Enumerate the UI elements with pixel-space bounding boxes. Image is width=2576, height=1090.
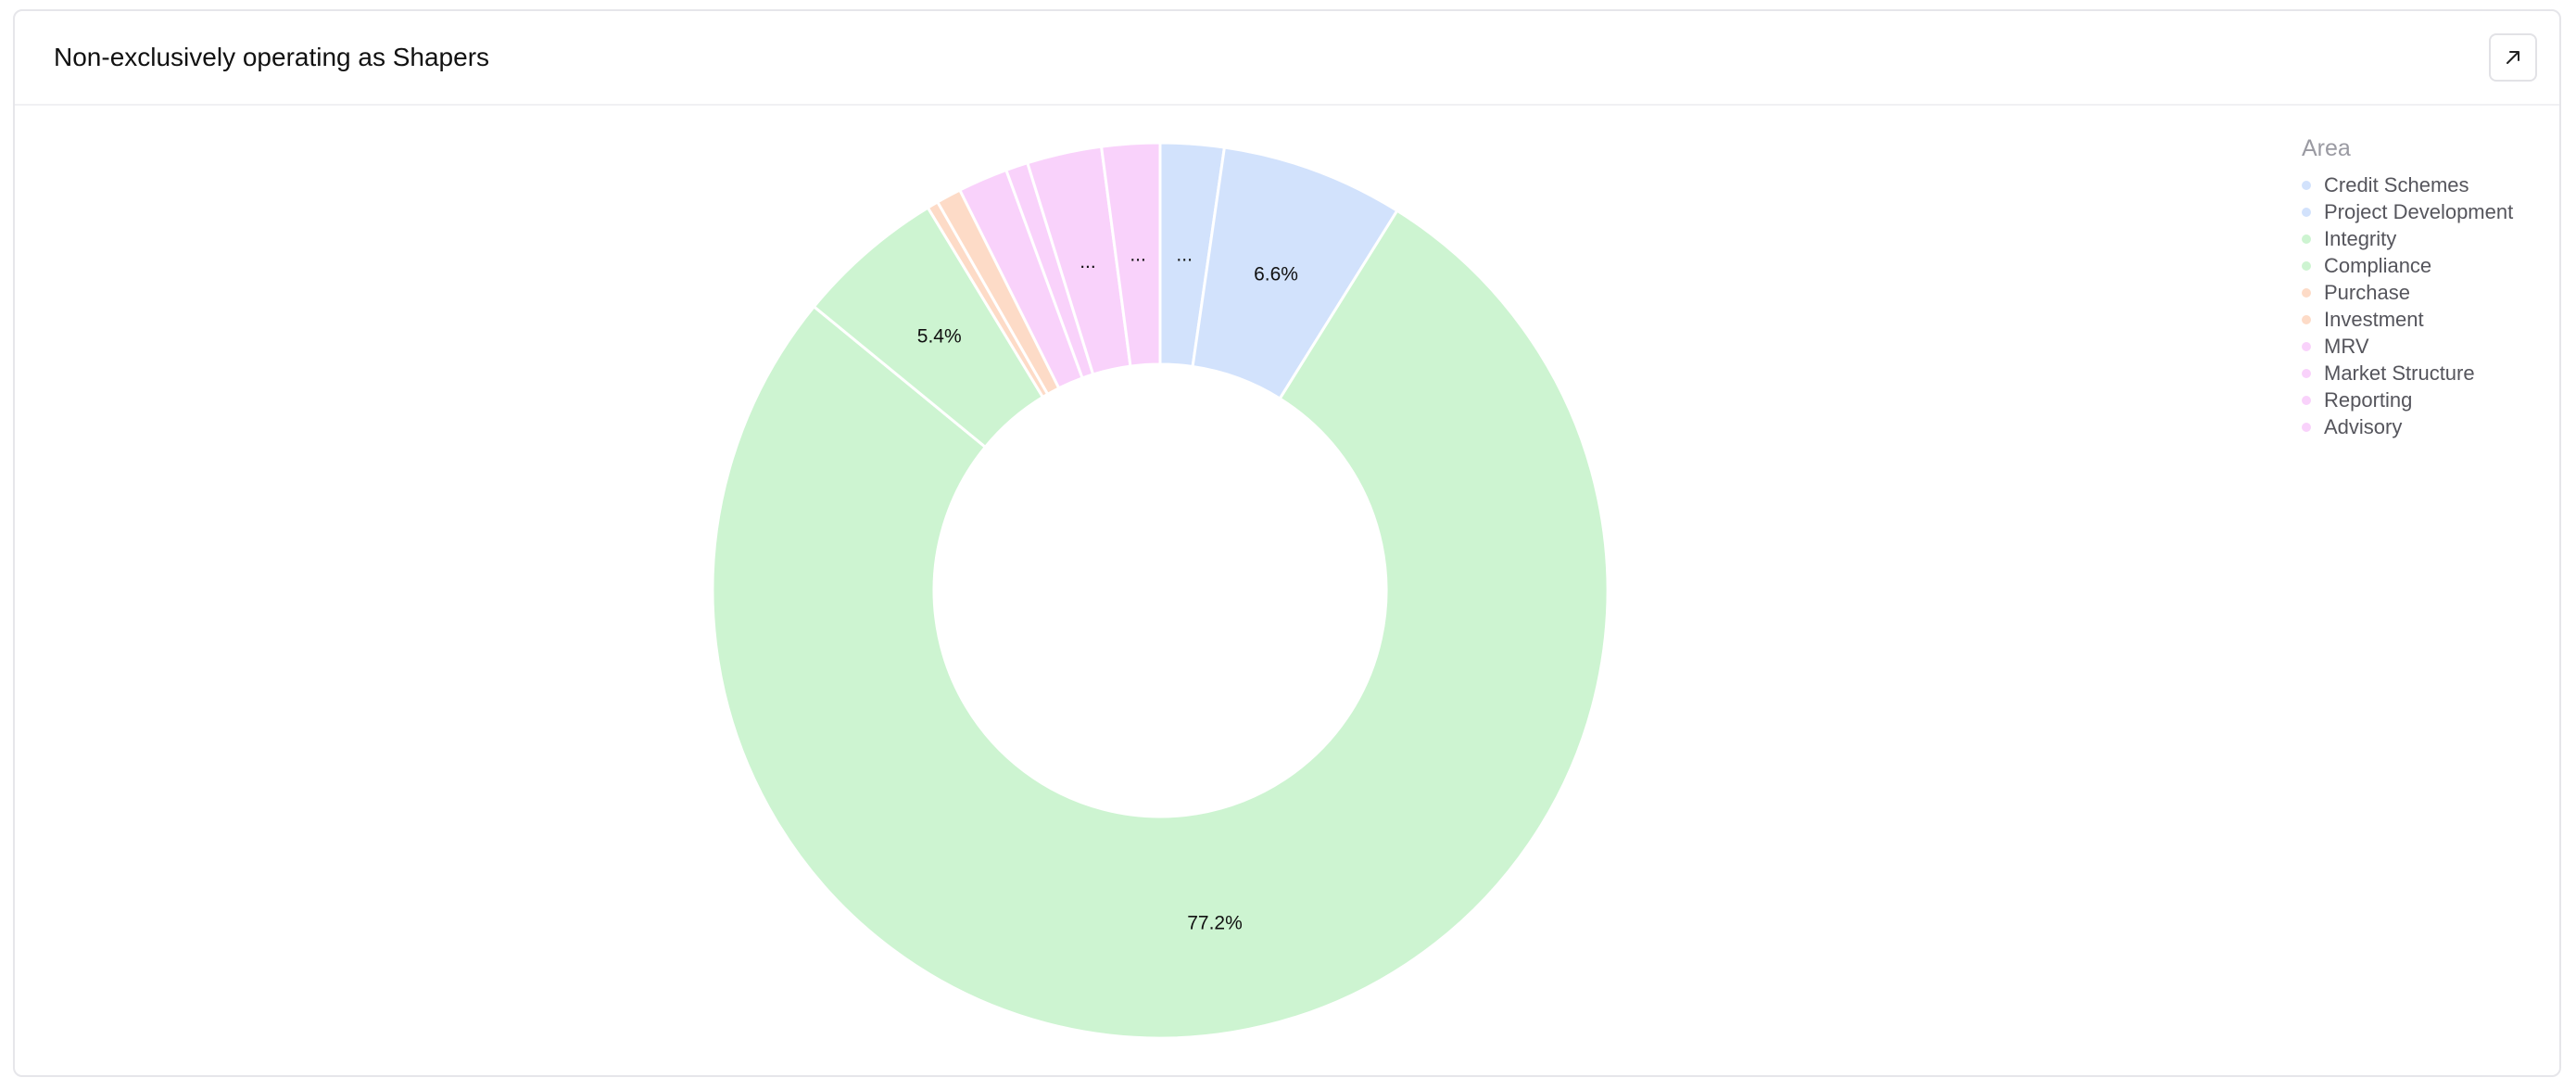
legend-label: Purchase	[2324, 280, 2410, 304]
arrow-up-right-icon	[2507, 51, 2519, 64]
slice-label: ...	[1130, 244, 1146, 265]
legend-label: Advisory	[2324, 414, 2403, 438]
legend-dot-icon	[2302, 180, 2311, 190]
legend-dot-icon	[2302, 341, 2311, 351]
legend-label: MRV	[2324, 334, 2369, 358]
legend-item[interactable]: Credit Schemes	[2302, 171, 2513, 198]
legend-dot-icon	[2302, 234, 2311, 244]
slice-label: 77.2%	[1187, 913, 1243, 934]
legend-label: Project Development	[2324, 199, 2514, 223]
legend-label: Compliance	[2324, 253, 2432, 277]
legend-dot-icon	[2302, 314, 2311, 324]
slice-label: ...	[1080, 251, 1096, 272]
legend: Area Credit Schemes Project Development In…	[2302, 135, 2513, 440]
legend-dot-icon	[2302, 260, 2311, 271]
slice-integrity[interactable]	[711, 209, 1610, 1040]
legend-dot-icon	[2302, 368, 2311, 378]
legend-list: Credit Schemes Project Development Integri…	[2302, 171, 2513, 440]
legend-item[interactable]: Compliance	[2302, 252, 2513, 279]
legend-item[interactable]: Project Development	[2302, 198, 2513, 225]
legend-dot-icon	[2302, 395, 2311, 405]
legend-item[interactable]: Purchase	[2302, 279, 2513, 306]
legend-label: Market Structure	[2324, 361, 2475, 385]
legend-item[interactable]: Market Structure	[2302, 360, 2513, 387]
legend-label: Integrity	[2324, 226, 2397, 250]
legend-item[interactable]: Investment	[2302, 306, 2513, 333]
legend-item[interactable]: MRV	[2302, 333, 2513, 360]
expand-button[interactable]	[2489, 33, 2537, 82]
legend-label: Reporting	[2324, 387, 2413, 412]
legend-item[interactable]: Advisory	[2302, 413, 2513, 440]
legend-item[interactable]: Integrity	[2302, 225, 2513, 252]
card-header: Non-exclusively operating as Shapers	[15, 11, 2559, 106]
legend-label: Credit Schemes	[2324, 172, 2469, 196]
legend-label: Investment	[2324, 307, 2424, 331]
slice-label: ...	[1176, 244, 1193, 265]
slice-label: 6.6%	[1254, 264, 1298, 285]
legend-title: Area	[2302, 135, 2351, 161]
chart-title: Non-exclusively operating as Shapers	[54, 43, 490, 71]
legend-dot-icon	[2302, 207, 2311, 217]
legend-item[interactable]: Reporting	[2302, 387, 2513, 413]
legend-dot-icon	[2302, 287, 2311, 298]
slice-advisory[interactable]	[1099, 141, 1162, 368]
slice-label: 5.4%	[917, 325, 962, 347]
legend-dot-icon	[2302, 422, 2311, 432]
